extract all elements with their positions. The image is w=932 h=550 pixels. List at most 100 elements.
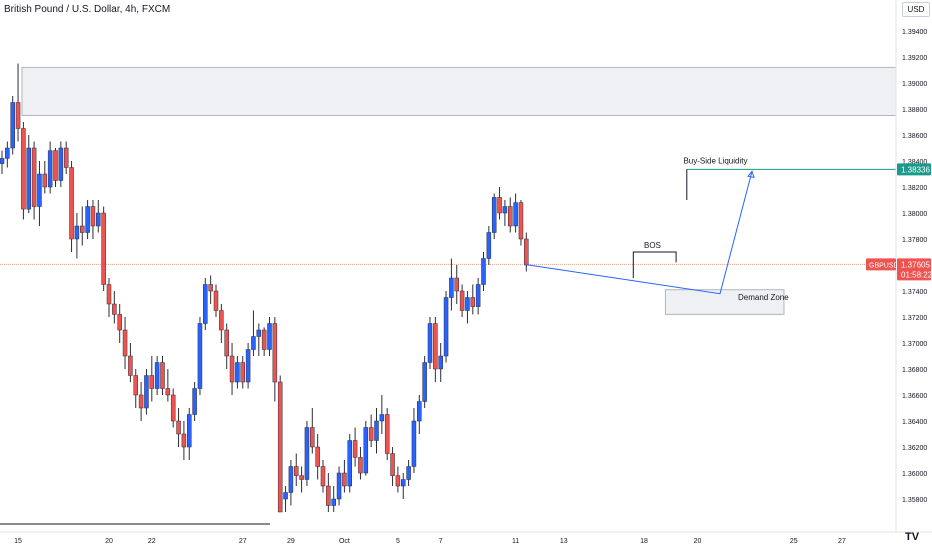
candle-body xyxy=(379,414,385,422)
candle-body xyxy=(347,440,352,487)
candle-body xyxy=(154,362,160,389)
candle-body xyxy=(58,147,64,181)
candle-body xyxy=(352,440,358,458)
candle-body xyxy=(235,362,240,383)
candle-body xyxy=(203,284,208,324)
zones-layer xyxy=(21,66,897,315)
projection-arrowhead xyxy=(747,170,755,178)
candle-body xyxy=(197,323,203,389)
price-tick-label: 1.37400 xyxy=(902,289,927,296)
candle-body xyxy=(277,381,283,513)
candle-body xyxy=(181,433,187,448)
candle-body xyxy=(481,258,486,285)
time-tick-label: 20 xyxy=(105,538,113,545)
drawings-layer: BOS Buy-Side Liquidity Demand Zone xyxy=(524,156,789,302)
candle-body xyxy=(508,206,513,227)
candle-body xyxy=(80,225,85,233)
candle-body xyxy=(245,349,251,383)
candle-body xyxy=(208,284,213,292)
last-price-label: 1.37605 xyxy=(901,260,930,269)
candle-body xyxy=(26,147,31,210)
candle-body xyxy=(128,355,133,376)
candle-body xyxy=(219,310,224,331)
candle-body xyxy=(251,336,256,350)
candle-body xyxy=(470,297,476,307)
price-tick-label: 1.37000 xyxy=(902,341,927,348)
candle-body xyxy=(433,323,438,370)
symbol-label: GBPUSD xyxy=(869,262,899,269)
bos-label: BOS xyxy=(644,241,661,250)
tradingview-logo[interactable]: TV xyxy=(904,531,920,543)
time-axis[interactable]: 15 20 22 27 29 Oct 5 7 11 13 18 20 25 27 xyxy=(0,531,932,545)
candle-body xyxy=(31,147,37,207)
candle-body xyxy=(47,150,53,188)
candle-body xyxy=(256,329,262,337)
candle-body xyxy=(395,475,401,487)
candle-body xyxy=(112,303,117,315)
candle-body xyxy=(213,290,219,311)
supply-zone-rect[interactable] xyxy=(21,66,897,116)
price-tick-label: 1.39000 xyxy=(902,81,927,88)
time-tick-label: 11 xyxy=(512,538,519,545)
candle-body xyxy=(5,147,10,159)
candle-body xyxy=(368,427,374,441)
currency-button[interactable]: USD xyxy=(902,2,930,17)
candle-body xyxy=(465,297,470,311)
candle-body xyxy=(443,297,449,357)
price-tick-label: 1.36400 xyxy=(902,419,927,426)
candle-body xyxy=(53,150,58,181)
price-tick-label: 1.38200 xyxy=(902,185,927,192)
candle-body xyxy=(74,225,80,240)
last-price-label-bg xyxy=(897,258,931,281)
candle-body xyxy=(10,102,15,149)
candle-body xyxy=(310,427,315,448)
bos-line[interactable] xyxy=(632,251,677,278)
candle-body xyxy=(502,206,508,214)
candle-body xyxy=(63,147,69,168)
price-tick-label: 1.35800 xyxy=(902,497,927,504)
candle-body xyxy=(491,197,497,233)
candle-body xyxy=(294,466,299,476)
candle-body xyxy=(299,475,304,480)
candle-body xyxy=(358,457,363,474)
candle-body xyxy=(417,401,422,422)
time-tick-label: Oct xyxy=(339,538,350,545)
level-price-label-bg xyxy=(897,163,931,176)
candle-body xyxy=(229,355,235,383)
price-tick-label: 1.39200 xyxy=(902,55,927,62)
time-tick-label: 25 xyxy=(790,538,798,545)
demand-zone-rect[interactable] xyxy=(664,289,785,315)
candle-body xyxy=(283,492,288,500)
candle-body xyxy=(288,466,294,493)
time-tick-label: 20 xyxy=(694,538,702,545)
candle-body xyxy=(272,323,278,383)
time-tick-label: 29 xyxy=(287,538,295,545)
candle-body xyxy=(390,453,395,476)
candle-body xyxy=(486,232,492,259)
candle-body xyxy=(117,314,122,331)
candle-body xyxy=(144,375,149,409)
candle-body xyxy=(454,277,459,292)
candle-body xyxy=(411,420,417,467)
candle-body xyxy=(101,212,106,285)
candle-body xyxy=(401,479,406,487)
projection-path[interactable] xyxy=(524,171,753,295)
price-tick-label: 1.36000 xyxy=(902,471,927,478)
candle-body xyxy=(165,388,171,396)
candle-body xyxy=(406,466,411,480)
candle-body xyxy=(106,284,112,305)
level-price-label: 1.38336 xyxy=(901,165,930,174)
candle-body xyxy=(21,128,26,210)
price-tick-label: 1.39400 xyxy=(902,29,927,36)
time-tick-label: 5 xyxy=(396,538,400,545)
price-tick-label: 1.38400 xyxy=(902,159,927,166)
axis-price-labels: 1.38336 GBPUSD 1.37605 01:58:22 xyxy=(866,163,932,281)
price-tick-label: 1.38600 xyxy=(902,133,927,140)
candle-body xyxy=(0,158,5,164)
candle-body xyxy=(90,206,96,227)
candle-body xyxy=(331,498,336,506)
time-tick-label: 18 xyxy=(640,538,648,545)
price-tick-label: 1.38800 xyxy=(902,107,927,114)
candle-body xyxy=(342,472,347,487)
